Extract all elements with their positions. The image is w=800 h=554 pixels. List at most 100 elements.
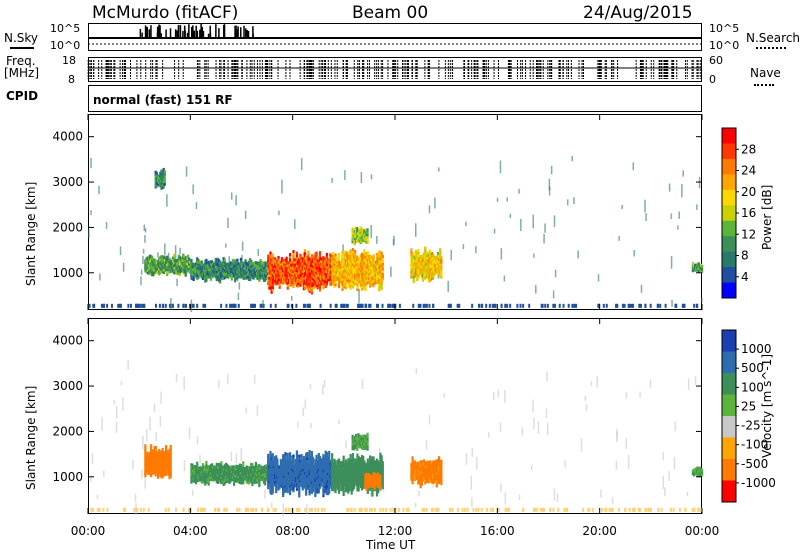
range-cell [270, 275, 273, 279]
range-cell [147, 271, 150, 275]
scatter-speckle [425, 439, 428, 450]
range-cell [288, 265, 292, 269]
range-cell [190, 259, 193, 263]
range-cell [277, 275, 280, 279]
range-cell [377, 259, 380, 263]
range-cell [311, 486, 315, 490]
range-cell [283, 470, 286, 474]
range-cell [293, 471, 296, 475]
range-cell [324, 453, 327, 457]
range-cell [295, 472, 299, 476]
range-cell [307, 280, 310, 284]
ground-scatter-mark [346, 303, 349, 308]
range-cell [337, 473, 341, 477]
range-cell [336, 482, 339, 486]
range-cell [240, 262, 244, 266]
range-cell [321, 463, 324, 467]
range-cell [196, 461, 199, 465]
range-cell [275, 465, 278, 469]
range-cell [307, 466, 310, 470]
range-cell [161, 267, 164, 271]
range-cell [169, 444, 172, 448]
ground-scatter-mark [308, 507, 311, 512]
range-cell [350, 266, 353, 270]
range-cell [264, 273, 267, 277]
range-cell [282, 464, 285, 468]
range-cell [335, 270, 338, 274]
range-cell [412, 257, 415, 261]
range-cell [299, 462, 302, 466]
scatter-speckle [621, 205, 623, 210]
range-cell [208, 268, 211, 272]
range-cell [426, 251, 429, 255]
range-cell [340, 273, 343, 277]
range-cell [213, 467, 216, 471]
range-cell [186, 259, 190, 263]
range-cell [310, 480, 314, 484]
range-cell [325, 481, 328, 485]
range-cell [325, 275, 328, 279]
range-cell [371, 268, 374, 272]
range-cell [342, 475, 345, 479]
range-cell [223, 464, 226, 468]
range-cell [309, 473, 312, 477]
range-cell [352, 260, 356, 264]
range-cell [436, 266, 440, 270]
range-cell [363, 251, 366, 255]
range-cell [328, 258, 331, 262]
range-cell [286, 274, 289, 278]
range-cell [335, 275, 338, 279]
range-cell [351, 282, 354, 286]
range-cell [331, 488, 334, 492]
range-cell [300, 459, 303, 463]
scatter-speckle [687, 378, 690, 391]
range-cell [160, 179, 163, 183]
range-cell [159, 468, 162, 472]
range-cell [318, 483, 322, 487]
range-cell [410, 275, 413, 279]
range-cell [271, 281, 274, 285]
range-cell [279, 484, 282, 488]
range-cell [282, 471, 285, 475]
ground-scatter-mark [164, 303, 167, 308]
ground-scatter-mark [102, 303, 105, 308]
ground-scatter-mark [295, 303, 298, 308]
range-cell [205, 468, 208, 472]
blob-0 [144, 444, 172, 480]
scatter-speckle [590, 381, 593, 386]
range-cell [318, 458, 322, 462]
range-cell [237, 480, 240, 484]
range-cell [380, 261, 383, 265]
range-cell [429, 275, 433, 279]
range-cell [232, 267, 236, 271]
range-cell [363, 261, 366, 265]
range-cell [278, 480, 281, 484]
range-cell [334, 253, 337, 257]
range-cell [249, 258, 252, 262]
range-cell [175, 263, 178, 267]
range-cell [358, 467, 361, 471]
range-cell [294, 469, 297, 473]
range-cell [284, 258, 287, 262]
range-cell [280, 467, 284, 471]
range-cell [267, 269, 270, 273]
range-cell [298, 474, 301, 478]
range-cell [364, 280, 367, 284]
range-cell [355, 475, 358, 479]
scatter-speckle [414, 223, 417, 237]
scatter-speckle [428, 415, 431, 425]
range-cell [410, 258, 413, 262]
range-cell [348, 475, 351, 479]
range-cell [235, 477, 238, 481]
ground-scatter-mark [174, 507, 177, 512]
range-cell [163, 453, 167, 457]
range-cell [329, 258, 332, 262]
scatter-speckle [465, 221, 467, 227]
range-cell [145, 269, 148, 273]
range-cell [331, 460, 334, 464]
range-cell [257, 274, 260, 278]
range-cell [372, 276, 375, 280]
ground-scatter-mark [261, 507, 264, 512]
scatter-speckle [241, 254, 243, 269]
range-cell [287, 481, 291, 485]
